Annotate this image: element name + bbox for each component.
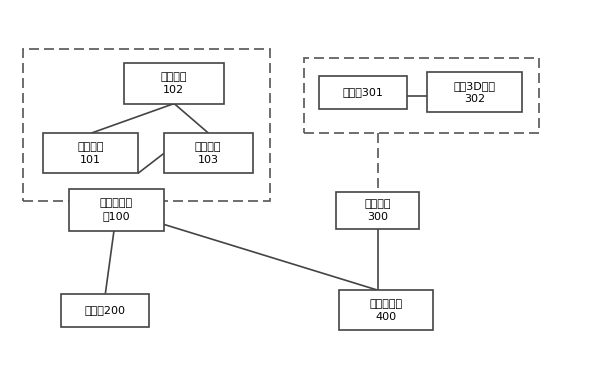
Text: 控制芯片
101: 控制芯片 101	[78, 142, 104, 165]
Bar	[338, 290, 433, 330]
Bar	[319, 76, 407, 109]
Text: 摄像头200: 摄像头200	[85, 305, 125, 315]
Text: 眼球追踪模
块100: 眼球追踪模 块100	[100, 198, 133, 221]
Text: 显示屏301: 显示屏301	[343, 87, 383, 97]
Text: 数据接口
103: 数据接口 103	[195, 142, 221, 165]
Text: 裸眼3D模块
302: 裸眼3D模块 302	[454, 81, 496, 104]
Text: 中央处理器
400: 中央处理器 400	[370, 299, 402, 322]
Bar	[44, 133, 138, 173]
Bar	[304, 58, 539, 133]
Bar	[69, 189, 164, 231]
Bar	[124, 63, 224, 104]
Bar	[164, 133, 253, 173]
Bar	[23, 49, 270, 201]
Text: 存贮模块
102: 存贮模块 102	[161, 72, 187, 95]
Bar	[427, 72, 522, 112]
Bar	[336, 193, 419, 229]
Text: 显示模块
300: 显示模块 300	[364, 199, 390, 222]
Bar	[61, 293, 149, 327]
